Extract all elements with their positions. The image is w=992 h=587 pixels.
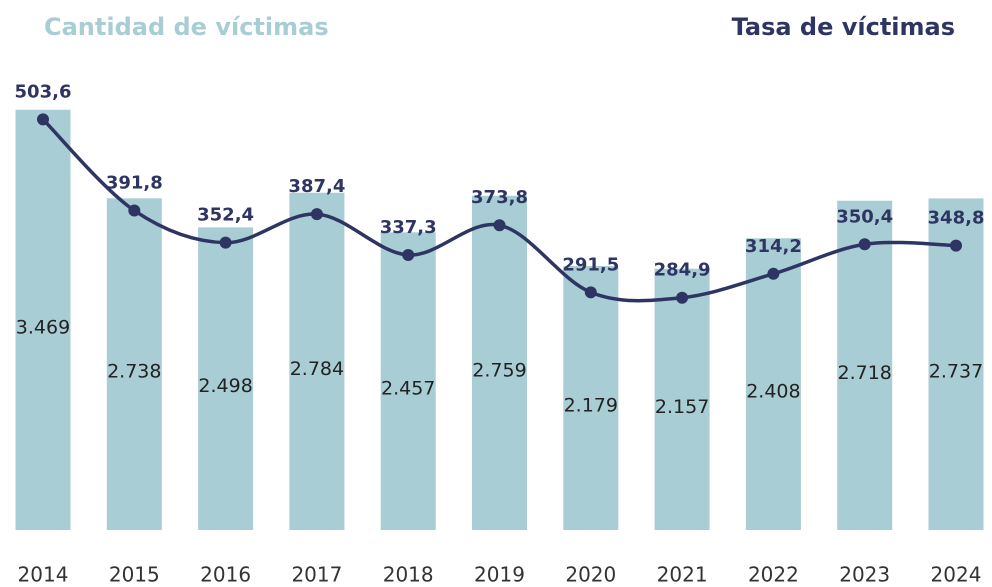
x-tick-label: 2019 [474, 563, 525, 587]
rate-point [310, 208, 323, 221]
x-tick-label: 2016 [200, 563, 251, 587]
x-tick-label: 2022 [748, 563, 799, 587]
bar [654, 268, 710, 530]
bar [563, 266, 619, 530]
bar-value-label: 2.759 [472, 359, 526, 381]
bar-value-label: 2.457 [381, 378, 435, 400]
rate-value-label: 373,8 [471, 187, 528, 208]
bar-value-label: 2.784 [290, 358, 344, 380]
bar [289, 192, 345, 530]
legend-line: Tasa de víctimas [732, 13, 955, 41]
x-tick-label: 2018 [383, 563, 434, 587]
rate-value-label: 350,4 [836, 206, 893, 227]
bar-value-label: 2.498 [198, 375, 252, 397]
bar-value-label: 2.738 [107, 361, 161, 383]
bar [472, 195, 527, 531]
bar-value-label: 3.469 [16, 316, 70, 338]
x-tick-label: 2014 [18, 563, 69, 587]
rate-value-label: 503,6 [15, 81, 72, 102]
bar-value-label: 2.737 [929, 361, 983, 383]
rate-value-label: 314,2 [745, 236, 802, 257]
x-tick-label: 2023 [839, 563, 890, 587]
rate-value-label: 337,3 [380, 217, 437, 238]
bar-value-label: 2.157 [655, 396, 709, 418]
rate-value-label: 387,4 [288, 176, 345, 197]
bar-value-label: 2.408 [746, 381, 800, 403]
x-tick-label: 2021 [657, 563, 708, 587]
rate-point [37, 113, 49, 126]
rate-point [767, 267, 780, 280]
rate-value-label: 291,5 [562, 254, 619, 275]
x-tick-label: 2015 [109, 563, 160, 587]
bar [106, 198, 162, 530]
rate-value-label: 352,4 [197, 205, 254, 226]
rate-point [950, 239, 962, 252]
rate-point [858, 238, 871, 251]
rate-value-label: 348,8 [928, 208, 985, 229]
rate-point [128, 204, 141, 217]
x-tick-label: 2024 [931, 563, 982, 587]
rate-value-label: 391,8 [106, 173, 163, 194]
rate-point [402, 248, 415, 261]
x-tick-label: 2020 [565, 563, 616, 587]
rate-point [676, 291, 689, 304]
bar [837, 200, 893, 531]
rate-point [493, 219, 506, 232]
bar [198, 227, 254, 531]
x-tick-label: 2017 [291, 563, 342, 587]
bar [380, 232, 436, 531]
rate-value-label: 284,9 [654, 260, 711, 281]
legend-bar: Cantidad de víctimas [44, 13, 329, 41]
rate-point [219, 236, 232, 249]
bar-value-label: 2.179 [564, 395, 618, 417]
bar [745, 238, 801, 530]
bar-value-label: 2.718 [837, 362, 891, 384]
bar [15, 109, 71, 530]
rate-point [584, 286, 597, 299]
bar [928, 198, 984, 530]
